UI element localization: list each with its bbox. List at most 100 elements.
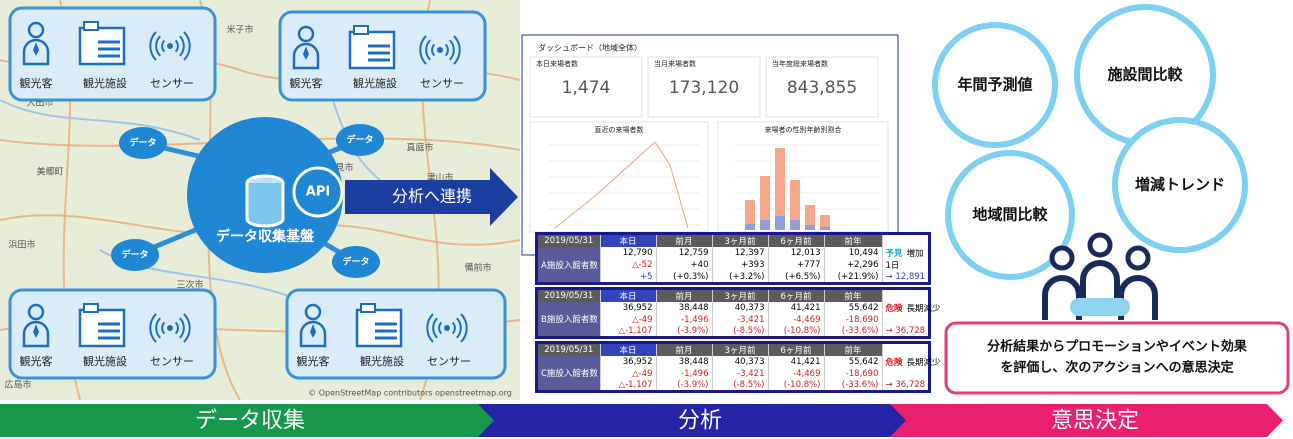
column-header: 前月	[656, 344, 712, 356]
cell: △-1,107	[600, 325, 656, 336]
remark-text: 1日	[886, 261, 900, 271]
cell: 10,494	[824, 247, 882, 259]
building-top	[354, 26, 368, 34]
sensor	[444, 325, 450, 331]
chart-bar	[775, 148, 785, 216]
people-head	[1090, 235, 1110, 255]
cell: △-1,107	[600, 379, 656, 390]
cell: -18,690	[824, 314, 882, 325]
remark: 危険長期減少	[882, 356, 934, 368]
table-block: 2019/05/31本日前月3ヶ月前6ヶ月前前年A施設入館者数12,79012,…	[535, 232, 931, 285]
label: 観光客	[20, 76, 53, 90]
label: データ	[121, 249, 148, 261]
people-desk	[1070, 298, 1130, 316]
cell: -1,496	[656, 368, 712, 379]
remark: 1日	[882, 259, 934, 271]
column-header: 3ヶ月前	[712, 235, 768, 247]
column-header: 6ヶ月前	[768, 344, 824, 356]
cell: △-49	[600, 368, 656, 379]
label: 観光施設	[353, 76, 397, 90]
chart-bar	[760, 220, 770, 230]
column-header: 前年	[824, 344, 882, 356]
label: 観光施設	[83, 354, 127, 368]
label: を評価し、次のアクションへの意思決定	[1000, 360, 1233, 376]
table: 2019/05/31本日前月3ヶ月前6ヶ月前前年B施設入館者数36,95238,…	[538, 290, 934, 336]
label: 当月来場者数	[654, 59, 696, 68]
cell: (+6.5%)	[768, 271, 824, 282]
label: 観光施設	[360, 354, 404, 368]
column-header: 3ヶ月前	[712, 344, 768, 356]
cell: -3,421	[712, 368, 768, 379]
remark-text: 長期減少	[907, 304, 941, 314]
date: 2019/05/31	[538, 344, 600, 356]
remark-head	[882, 290, 934, 302]
label: センサー	[420, 77, 464, 90]
column-header: 前月	[656, 235, 712, 247]
row: B施設入館者数36,95238,44840,37341,42155,642危険長…	[538, 302, 934, 314]
cell: +5	[600, 271, 656, 282]
label: 本日来場者数	[536, 59, 578, 68]
header-row: 2019/05/31本日前月3ヶ月前6ヶ月前前年	[538, 290, 934, 302]
row: C施設入館者数36,95238,44840,37341,42155,642危険長…	[538, 356, 934, 368]
cell: +393	[712, 259, 768, 271]
remark: → 36,728	[882, 325, 934, 336]
cell: +40	[656, 259, 712, 271]
label: データ	[346, 134, 373, 146]
chart-bar	[820, 215, 830, 227]
cell: 38,448	[656, 356, 712, 368]
building	[350, 32, 394, 68]
column-header: 前年	[824, 235, 882, 247]
remark: → 36,728	[882, 379, 934, 390]
table: 2019/05/31本日前月3ヶ月前6ヶ月前前年A施設入館者数12,79012,…	[538, 235, 934, 282]
column-header: 本日	[600, 290, 656, 302]
cell: +2,296	[824, 259, 882, 271]
label: 年間予測値	[957, 76, 1032, 94]
table: 2019/05/31本日前月3ヶ月前6ヶ月前前年C施設入館者数36,95238,…	[538, 344, 934, 390]
label: 分析	[678, 409, 722, 434]
date: 2019/05/31	[538, 235, 600, 247]
label: 備前市	[464, 262, 491, 274]
label: データ収集基盤	[216, 228, 315, 245]
label: 施設間比較	[1107, 66, 1183, 84]
cell: 40,373	[712, 302, 768, 314]
chart-bar	[805, 205, 815, 225]
cell: (-8.5%)	[712, 325, 768, 336]
label: 地域間比較	[972, 206, 1048, 224]
sensor	[437, 47, 443, 53]
label: 広島市	[4, 379, 31, 391]
chart-bar	[790, 220, 800, 230]
building-top	[84, 22, 98, 30]
cell: 55,642	[824, 302, 882, 314]
remark	[882, 368, 934, 379]
building	[357, 310, 401, 346]
cell: 40,373	[712, 356, 768, 368]
remark-text: 増加	[907, 249, 924, 259]
cell: -4,469	[768, 314, 824, 325]
cell: -18,690	[824, 368, 882, 379]
table-block: 2019/05/31本日前月3ヶ月前6ヶ月前前年B施設入館者数36,95238,…	[535, 287, 931, 339]
label: 観光施設	[83, 76, 127, 90]
cell: 41,421	[768, 356, 824, 368]
cell: (+3.2%)	[712, 271, 768, 282]
label: ダッシュボード（地域全体）	[538, 43, 642, 53]
row-label: C施設入館者数	[538, 356, 600, 390]
label: © OpenStreetMap contributors openstreetm…	[308, 389, 512, 398]
remark-text: 長期減少	[907, 358, 941, 368]
label: データ	[342, 256, 369, 268]
chart-bar	[790, 180, 800, 220]
remark: 予見増加	[882, 247, 934, 259]
label: データ	[129, 137, 156, 149]
remark: 危険長期減少	[882, 302, 934, 314]
label: 当年度総来場者数	[772, 59, 828, 68]
label: 美郷町	[36, 166, 63, 178]
people-head	[1052, 248, 1072, 268]
label: 843,855	[787, 78, 857, 98]
chart-bar	[745, 200, 755, 224]
cell: (-3.9%)	[656, 325, 712, 336]
remark-text: 危険	[886, 358, 903, 368]
label: 観光客	[20, 354, 53, 368]
row-label: A施設入館者数	[538, 247, 600, 282]
cell: (-10.8%)	[768, 325, 824, 336]
remark-text: → 12,891	[886, 272, 926, 282]
